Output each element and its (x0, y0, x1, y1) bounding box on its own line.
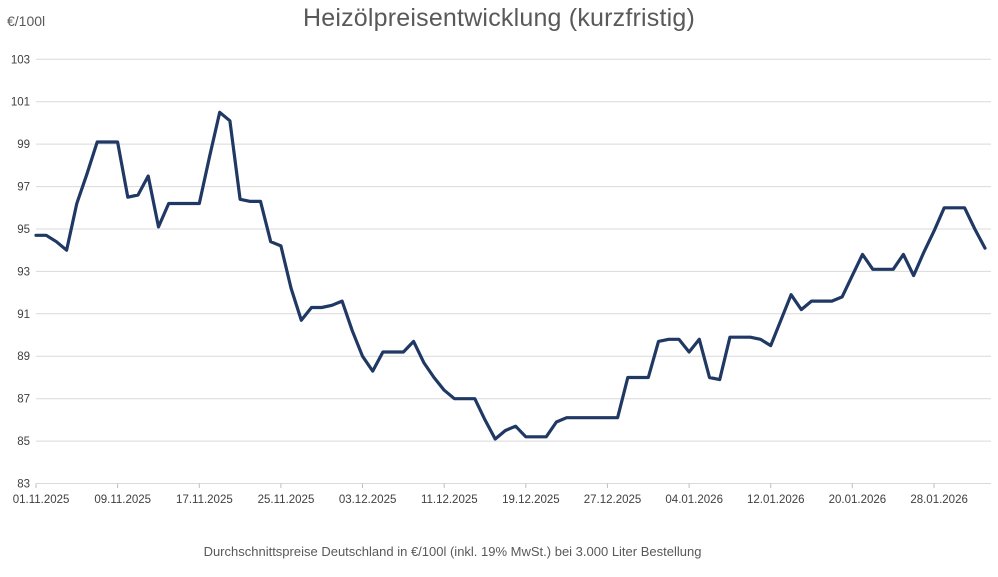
svg-text:09.11.2025: 09.11.2025 (94, 494, 151, 506)
svg-text:25.11.2025: 25.11.2025 (258, 494, 315, 506)
svg-text:93: 93 (17, 266, 30, 278)
svg-text:01.11.2025: 01.11.2025 (13, 494, 70, 506)
svg-text:12.01.2026: 12.01.2026 (747, 494, 805, 506)
chart-title: Heizölpreisentwicklung (kurzfristig) (302, 4, 696, 32)
svg-text:101: 101 (11, 97, 30, 109)
chart-caption: Durchschnittspreise Deutschland in €/100… (203, 544, 702, 559)
svg-text:89: 89 (17, 351, 30, 363)
svg-text:83: 83 (17, 479, 30, 491)
x-axis-tick-labels: 01.11.2025 09.11.2025 17.11.2025 25.11.2025… (13, 483, 968, 506)
svg-text:103: 103 (11, 54, 30, 66)
svg-text:17.11.2025: 17.11.2025 (176, 494, 233, 506)
svg-text:27.12.2025: 27.12.2025 (584, 494, 642, 506)
gridlines (36, 58, 991, 484)
svg-text:85: 85 (17, 436, 30, 448)
svg-text:20.01.2026: 20.01.2026 (829, 494, 887, 506)
svg-text:11.12.2025: 11.12.2025 (421, 494, 478, 506)
svg-text:95: 95 (17, 224, 30, 236)
y-axis-tick-labels: 83 85 87 89 91 93 95 97 99 101 103 (11, 54, 30, 490)
svg-text:87: 87 (17, 394, 30, 406)
price-line (34, 110, 987, 441)
svg-text:04.01.2026: 04.01.2026 (665, 494, 723, 506)
y-axis-unit-label: €/100l (7, 13, 46, 29)
svg-text:19.12.2025: 19.12.2025 (502, 494, 560, 506)
svg-text:03.12.2025: 03.12.2025 (339, 494, 397, 506)
svg-text:99: 99 (17, 139, 30, 151)
svg-text:97: 97 (17, 182, 30, 194)
svg-text:28.01.2026: 28.01.2026 (910, 494, 968, 506)
svg-text:91: 91 (17, 309, 30, 321)
